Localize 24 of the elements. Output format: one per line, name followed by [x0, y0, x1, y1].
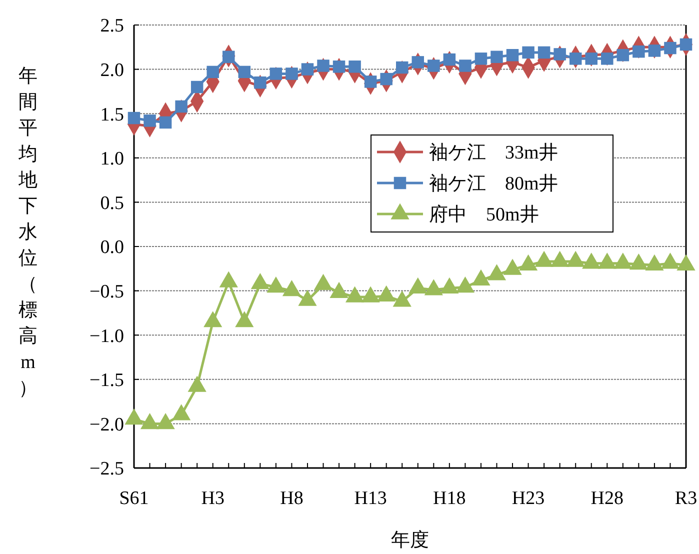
x-tick-label: H3: [201, 488, 224, 509]
y-tick-label: 2.5: [100, 16, 124, 37]
x-tick-label: R3: [674, 488, 698, 509]
y-tick-label: 2.0: [100, 60, 124, 81]
y-tick-label: −1.5: [90, 370, 124, 392]
x-tick-label: H13: [354, 488, 387, 509]
y-tick-label: −0.5: [90, 281, 124, 302]
y-tick-label: 0.0: [100, 237, 124, 258]
x-tick-label: H8: [280, 488, 304, 509]
y-tick-label: −2.0: [90, 414, 124, 436]
y-tick-label: 1.0: [100, 148, 124, 170]
y-tick-label: 0.5: [100, 192, 124, 214]
legend-label: 袖ケ江 80m井: [429, 174, 558, 195]
y-tick-label: −2.5: [90, 458, 124, 480]
x-tick-label: S61: [119, 488, 149, 509]
x-axis-title: 年度: [391, 529, 429, 551]
x-tick-label: H18: [433, 488, 466, 509]
y-tick-label: −1.0: [90, 326, 124, 347]
legend-label: 袖ケ江 33m井: [429, 142, 558, 164]
legend-label: 府中 50m井: [429, 204, 539, 226]
y-tick-label: 1.5: [100, 104, 124, 126]
x-tick-label: H28: [590, 488, 624, 509]
x-tick-label: H23: [512, 488, 545, 509]
text: 年間平均地下水位（標高m）: [18, 66, 38, 399]
